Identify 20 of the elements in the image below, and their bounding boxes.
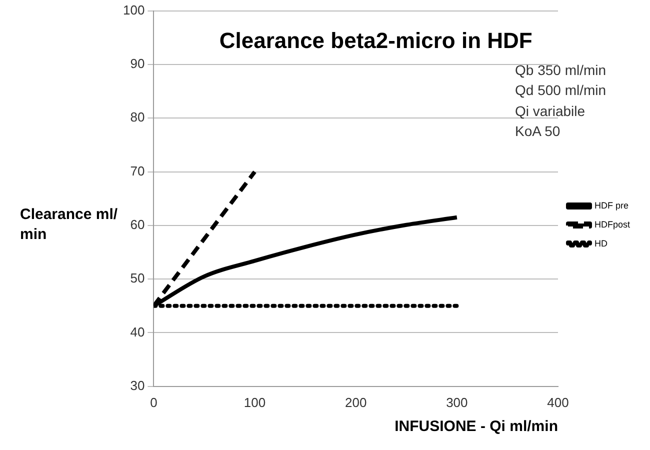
x-tick-label: 400	[547, 394, 569, 410]
y-tick-label: 50	[130, 270, 145, 286]
y-tick-label: 30	[130, 378, 145, 393]
x-tick-label: 100	[244, 394, 266, 410]
x-tick-label: 0	[150, 394, 158, 410]
y-axis-title: Clearance ml/ min	[20, 205, 118, 244]
legend-label: HDFpost	[594, 219, 630, 230]
text: Clearance beta2-micro in HDF	[219, 28, 532, 53]
y-tick-label: 40	[130, 324, 145, 340]
y-tick-label: 100	[122, 2, 145, 18]
annotation: Qb 350 ml/min Qd 500 ml/min Qi variabile KoA 50	[515, 61, 606, 141]
y-tick-label: 90	[130, 56, 145, 72]
x-tick-label: 200	[344, 394, 367, 410]
y-tick-label: 80	[130, 110, 145, 125]
x-axis-title: INFUSIONE - Qi ml/min	[394, 418, 558, 436]
legend-label: HDF pre	[594, 200, 629, 210]
y-tick-label: 60	[130, 217, 145, 232]
y-tick-label: 70	[130, 163, 145, 178]
x-tick-label: 300	[446, 394, 468, 410]
legend-label: HD	[594, 238, 608, 248]
